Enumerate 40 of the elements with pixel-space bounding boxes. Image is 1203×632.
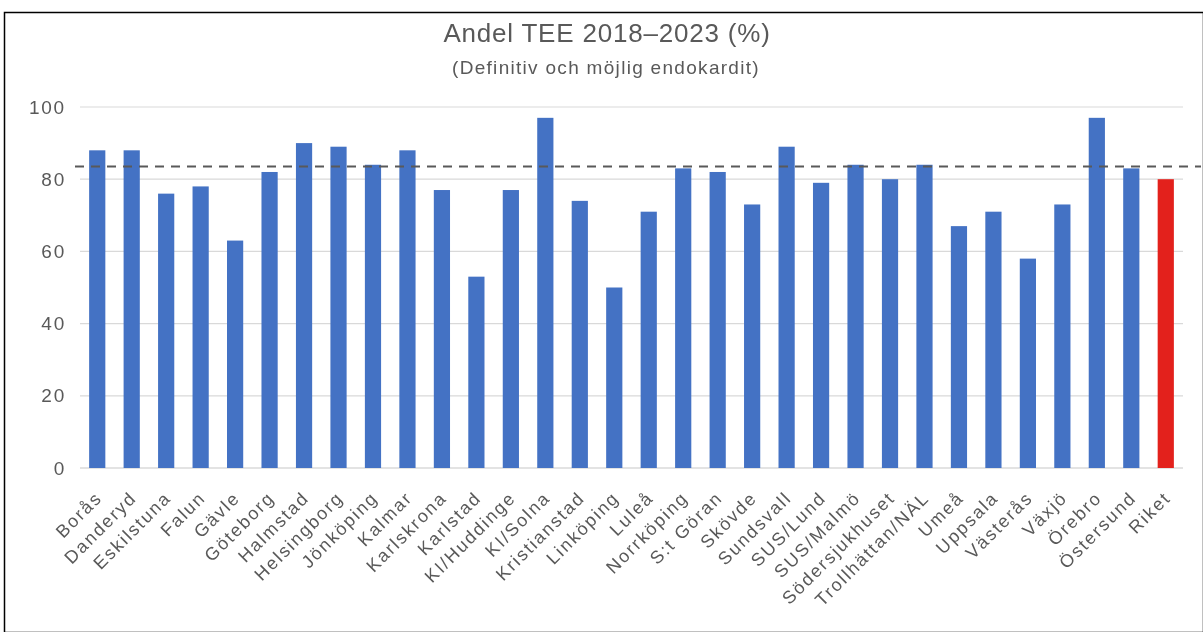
bar [1157,179,1174,468]
bar [192,186,209,468]
bar [330,146,347,468]
bar [227,240,244,468]
y-tick-label: 80 [41,168,66,190]
bar [950,226,968,468]
bar [778,146,795,468]
bar [433,190,451,468]
bar [881,179,899,468]
bar [364,164,382,468]
bar [502,190,519,468]
bar [640,211,657,468]
y-tick-label: 0 [53,457,66,479]
bar [744,204,761,468]
bar [1054,204,1071,468]
bar [399,150,416,468]
chart-title: Andel TEE 2018–2023 (%) [443,18,771,48]
bar [158,193,175,468]
bar [812,182,830,468]
bar [985,211,1002,468]
bar [261,171,278,468]
y-tick-label: 20 [41,385,66,407]
bar [1019,258,1036,468]
bar [675,168,692,468]
bar [89,150,106,468]
bar [123,150,140,468]
bar [295,143,313,468]
y-tick-label: 60 [41,240,66,262]
bar [571,200,588,468]
bar [468,276,485,468]
bar [1123,168,1140,468]
y-tick-label: 40 [41,313,66,335]
bar [916,164,933,468]
bar [537,117,554,468]
bar [606,287,623,468]
bar [1088,117,1105,468]
bar [709,171,726,468]
chart-subtitle: (Definitiv och möjlig endokardit) [452,57,760,78]
bar [847,164,864,468]
y-tick-label: 100 [28,96,66,118]
